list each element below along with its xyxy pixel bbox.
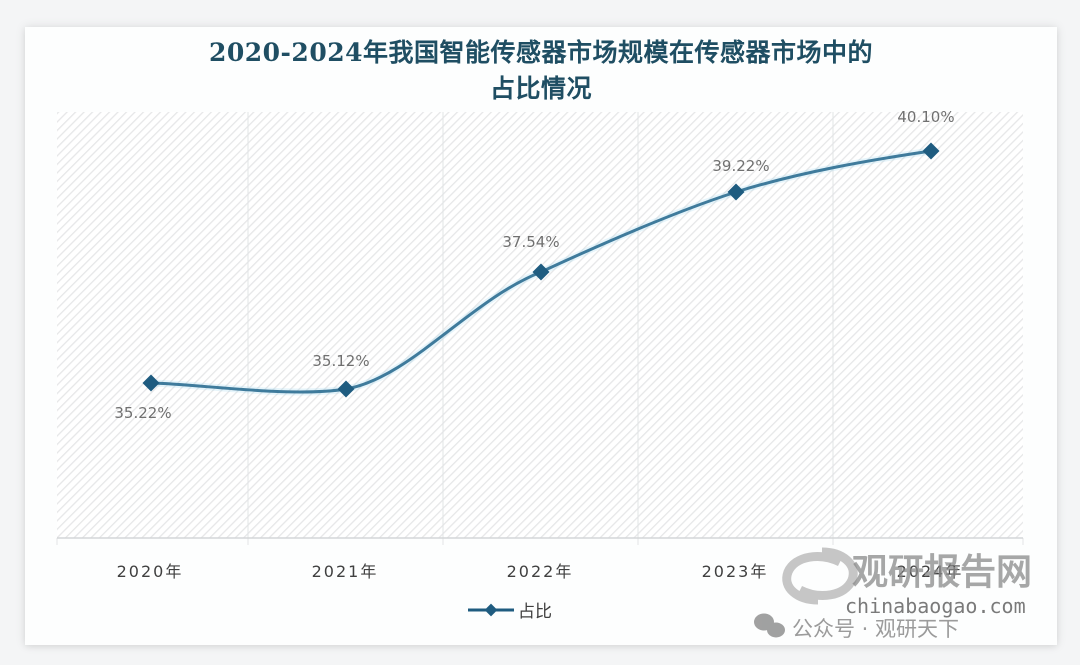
watermark: 观研报告网 chinabaogao.com 公众号 · 观研天下 — [754, 547, 1032, 641]
marker-2022 — [532, 263, 550, 281]
data-label-2020: 35.22% — [114, 404, 171, 422]
x-label-2021: 2021年 — [312, 562, 379, 581]
category-gridlines — [56, 112, 1024, 545]
plot-area — [57, 112, 1023, 538]
data-label-2023: 39.22% — [712, 157, 769, 175]
watermark-logo-icon — [782, 547, 858, 605]
legend-label: 占比 — [518, 602, 552, 622]
x-label-2023: 2023年 — [702, 562, 769, 581]
watermark-url: chinabaogao.com — [845, 594, 1026, 618]
legend: 占比 — [468, 602, 552, 622]
x-label-2024: 2024年 — [897, 562, 964, 581]
watermark-brand: 观研报告网 — [852, 552, 1032, 593]
wechat-icon — [754, 613, 785, 638]
chart-title-line-1: 2020-2024年我国智能传感器市场规模在传感器市场中的 — [208, 38, 874, 67]
watermark-wechat-account: 公众号 · 观研天下 — [792, 617, 959, 641]
x-axis-labels: 2020年 2021年 2022年 2023年 2024年 — [117, 562, 964, 581]
data-label-2022: 37.54% — [502, 233, 559, 251]
x-label-2020: 2020年 — [117, 562, 184, 581]
chart-title-line-2: 占比情况 — [489, 74, 592, 103]
legend-diamond-icon — [484, 603, 498, 617]
data-labels: 35.22% 35.12% 37.54% 39.22% 40.10% — [114, 108, 954, 422]
chart-title: 2020-2024年我国智能传感器市场规模在传感器市场中的 占比情况 — [25, 35, 1057, 107]
x-label-2022: 2022年 — [507, 562, 574, 581]
data-label-2021: 35.12% — [312, 352, 369, 370]
data-label-2024: 40.10% — [897, 108, 954, 126]
marker-2023 — [727, 183, 745, 201]
marker-2024 — [922, 142, 940, 160]
